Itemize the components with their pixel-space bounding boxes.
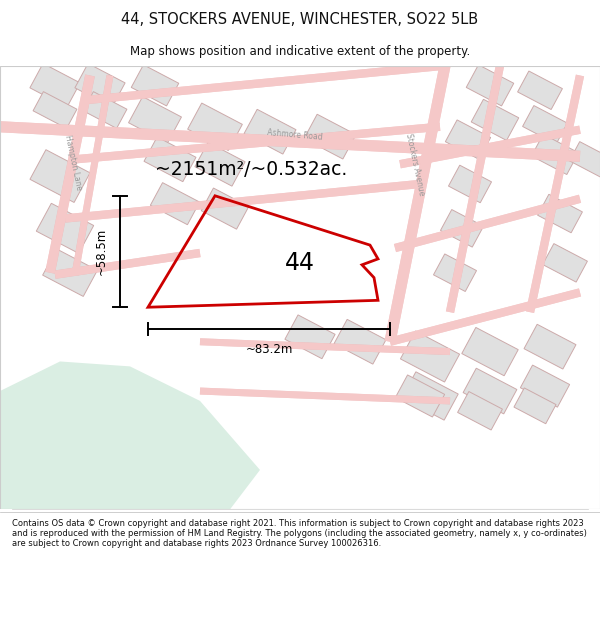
- Bar: [128, 97, 181, 143]
- Bar: [458, 391, 502, 430]
- Text: ~83.2m: ~83.2m: [245, 342, 293, 356]
- Text: Stockers Avenue: Stockers Avenue: [404, 132, 426, 196]
- Bar: [30, 150, 90, 202]
- Bar: [523, 106, 568, 144]
- Bar: [518, 71, 562, 109]
- Bar: [75, 63, 125, 108]
- Bar: [30, 63, 80, 108]
- Bar: [538, 194, 583, 232]
- Bar: [448, 165, 491, 202]
- Bar: [524, 324, 576, 369]
- Bar: [151, 182, 200, 225]
- Bar: [83, 92, 127, 128]
- Text: Ashmore Road: Ashmore Road: [267, 127, 323, 141]
- Bar: [188, 103, 242, 151]
- Bar: [514, 388, 556, 424]
- Bar: [402, 372, 458, 420]
- Bar: [285, 315, 335, 359]
- Text: Hampton Lane: Hampton Lane: [63, 134, 83, 191]
- Text: ~2151m²/~0.532ac.: ~2151m²/~0.532ac.: [155, 159, 347, 179]
- Bar: [445, 120, 491, 159]
- Text: 44, STOCKERS AVENUE, WINCHESTER, SO22 5LB: 44, STOCKERS AVENUE, WINCHESTER, SO22 5L…: [121, 12, 479, 27]
- Text: Map shows position and indicative extent of the property.: Map shows position and indicative extent…: [130, 45, 470, 58]
- Bar: [334, 319, 386, 364]
- Bar: [304, 114, 356, 159]
- Bar: [569, 142, 600, 177]
- Text: Contains OS data © Crown copyright and database right 2021. This information is : Contains OS data © Crown copyright and d…: [12, 519, 587, 548]
- Bar: [131, 65, 179, 106]
- Text: ~58.5m: ~58.5m: [95, 228, 108, 275]
- Bar: [433, 254, 476, 291]
- Bar: [195, 142, 245, 186]
- Bar: [462, 328, 518, 376]
- Bar: [43, 249, 97, 296]
- Bar: [532, 134, 578, 174]
- Bar: [144, 137, 196, 182]
- Bar: [471, 99, 519, 141]
- Bar: [466, 65, 514, 106]
- Text: 44: 44: [285, 251, 315, 275]
- Bar: [201, 188, 249, 229]
- Bar: [542, 244, 587, 282]
- Bar: [36, 203, 94, 253]
- Bar: [440, 209, 484, 247]
- Bar: [463, 368, 517, 414]
- Bar: [244, 109, 296, 154]
- Bar: [33, 92, 77, 128]
- Polygon shape: [0, 361, 260, 509]
- Bar: [400, 331, 460, 382]
- Bar: [520, 365, 569, 407]
- Bar: [395, 375, 445, 417]
